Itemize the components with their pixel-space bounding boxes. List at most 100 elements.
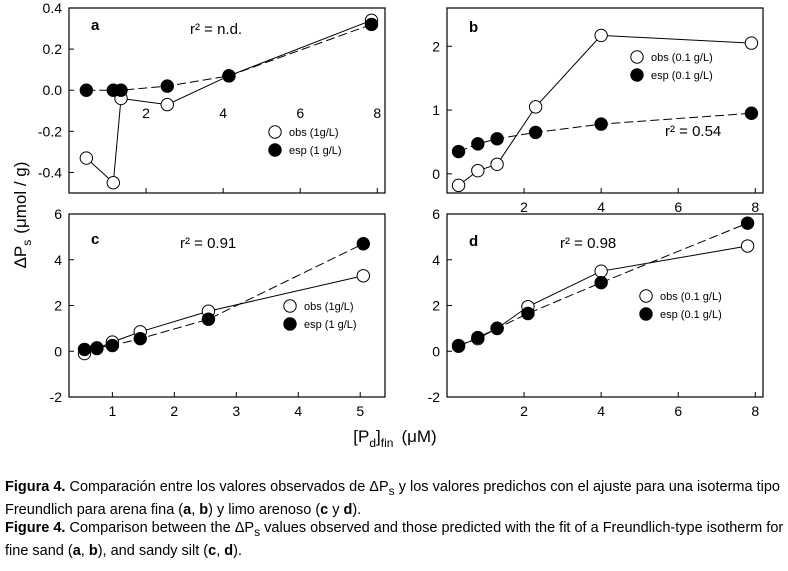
data-point-esp xyxy=(201,312,216,326)
y-tick-label: 0 xyxy=(432,166,440,182)
data-point-esp xyxy=(114,83,128,97)
data-point-esp xyxy=(90,341,104,355)
x-tick-label: 2 xyxy=(520,403,528,419)
panel-frame xyxy=(68,7,386,194)
x-tick-label: 1 xyxy=(108,403,116,419)
data-point-obs xyxy=(471,163,485,178)
legend-label: esp (0.1 g/L) xyxy=(651,70,713,82)
data-point-esp xyxy=(594,275,608,290)
x-tick-label: 2 xyxy=(170,403,178,419)
data-point-esp xyxy=(521,306,535,321)
x-tick-label: 3 xyxy=(232,403,240,419)
legend-label: obs (0.1 g/L) xyxy=(660,291,722,303)
y-tick-label: -2 xyxy=(428,389,441,405)
panel-b: 0 1 2 2 4 6 8 b r² = 0.54 obs (0.1 g/L) esp (0.1 g… xyxy=(432,7,764,215)
x-tick-label: 2 xyxy=(520,199,528,215)
data-point-esp xyxy=(451,339,466,353)
panel-frame xyxy=(446,7,764,194)
data-point-esp xyxy=(471,137,485,151)
r2-annotation: r² = 0.54 xyxy=(665,123,721,140)
legend-label: obs (1g/L) xyxy=(289,127,339,139)
data-point-obs xyxy=(106,176,121,190)
data-point-esp xyxy=(740,216,755,230)
x-tick-label: 6 xyxy=(674,403,682,419)
x-tick-label: 4 xyxy=(294,403,302,419)
data-point-obs xyxy=(594,28,608,43)
r2-annotation: r² = 0.91 xyxy=(180,235,236,252)
legend-marker xyxy=(268,125,282,139)
legend-marker xyxy=(283,317,297,331)
x-tick-label: 8 xyxy=(751,199,759,215)
data-point-esp xyxy=(160,79,174,93)
y-tick-label: 4 xyxy=(432,252,440,268)
y-tick-label: -0.2 xyxy=(38,123,62,139)
data-point-esp xyxy=(471,330,485,345)
y-tick-label: 4 xyxy=(54,252,62,268)
legend-marker xyxy=(639,289,653,303)
panel-label: a xyxy=(91,17,100,34)
data-point-obs xyxy=(490,157,504,171)
y-tick-label: 2 xyxy=(432,298,440,314)
y-axis-label: ΔPs(μmol / g) xyxy=(11,162,34,269)
x-tick-label: 4 xyxy=(597,199,605,215)
caption-en-label: Figure 4. xyxy=(5,520,66,536)
x-tick-label: 6 xyxy=(674,199,682,215)
figure-4: ΔPs(μmol / g) [Pd]fin (μM) -0.4 -0.2 0.0 0.2… xyxy=(11,0,764,450)
panel-d: -2 0 2 4 6 2 4 6 8 d r² = 0.98 obs (0.1 g/L) esp (0.… xyxy=(428,206,764,419)
y-tick-label: 0.4 xyxy=(43,0,63,16)
legend-label: obs (1g/L) xyxy=(304,301,354,313)
x-tick-label: 4 xyxy=(597,403,605,419)
y-tick-label: 6 xyxy=(432,206,440,222)
y-tick-label: 0 xyxy=(432,343,440,359)
data-point-esp xyxy=(528,125,543,140)
data-point-obs xyxy=(356,269,371,283)
y-tick-label: 0.0 xyxy=(43,82,63,98)
data-point-esp xyxy=(451,144,466,159)
x-tick-label: 8 xyxy=(373,105,381,121)
y-tick-label: 2 xyxy=(54,298,62,314)
legend-marker xyxy=(630,68,644,82)
panel-label: c xyxy=(91,231,99,248)
data-point-esp xyxy=(490,321,504,336)
panel-a: -0.4 -0.2 0.0 0.2 0.4 2 4 6 8 a r² = n.d. obs (1g/L… xyxy=(38,0,386,194)
panel-label: d xyxy=(469,233,478,250)
legend-label: obs (0.1 g/L) xyxy=(651,52,713,64)
legend-label: esp (0.1 g/L) xyxy=(660,309,722,321)
y-tick-label: 0.2 xyxy=(43,41,63,57)
caption-english: Figure 4. Comparison between the ΔPs val… xyxy=(5,520,784,559)
data-point-obs xyxy=(740,239,755,253)
y-tick-label: -0.4 xyxy=(38,164,62,180)
series-line-esp xyxy=(86,23,372,91)
y-tick-label: 2 xyxy=(432,38,440,54)
data-point-esp xyxy=(79,83,94,97)
x-tick-label: 8 xyxy=(751,403,759,419)
caption-es-label: Figura 4. xyxy=(5,479,66,495)
data-point-esp xyxy=(594,117,608,131)
data-point-obs xyxy=(594,264,608,278)
data-point-esp xyxy=(744,106,759,120)
x-tick-label: 4 xyxy=(219,105,227,121)
data-point-esp xyxy=(133,331,147,346)
series-line-obs xyxy=(86,19,372,184)
series-line-esp xyxy=(84,243,364,350)
data-point-esp xyxy=(77,342,92,357)
legend-label: esp (1 g/L) xyxy=(304,319,357,331)
data-point-obs xyxy=(160,97,174,112)
data-point-obs xyxy=(451,178,466,193)
data-point-esp xyxy=(356,237,371,251)
data-point-esp xyxy=(222,69,236,83)
legend-marker xyxy=(639,307,653,321)
data-point-esp xyxy=(490,132,504,146)
data-point-obs xyxy=(79,151,94,165)
legend-marker xyxy=(283,299,297,313)
panel-label: b xyxy=(469,19,478,36)
x-tick-label: 2 xyxy=(142,105,150,121)
legend-label: esp (1 g/L) xyxy=(289,145,342,157)
y-tick-label: 1 xyxy=(432,102,440,118)
panel-c: -2 0 2 4 6 1 2 3 4 5 c r² = 0.91 obs (1g/L) esp (1 g/… xyxy=(50,206,386,419)
caption-spanish: Figura 4. Comparación entre los valores … xyxy=(5,479,780,518)
data-point-esp xyxy=(364,17,379,32)
data-point-obs xyxy=(744,36,759,50)
x-tick-label: 5 xyxy=(356,403,364,419)
y-tick-label: 6 xyxy=(54,206,62,222)
